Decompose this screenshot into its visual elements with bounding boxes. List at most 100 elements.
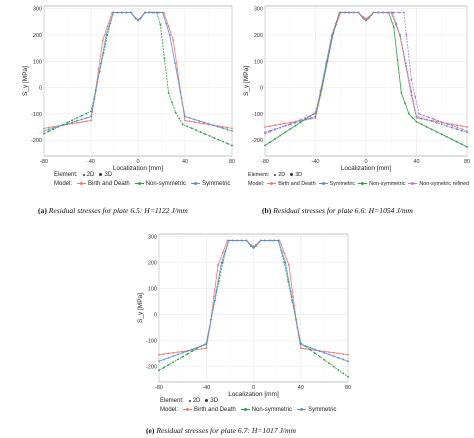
chart-a-data-point-birth-and-death bbox=[97, 68, 100, 71]
legend-e-element-3d: 3D bbox=[205, 398, 218, 404]
chart-b-data-point-non-symmetric bbox=[392, 26, 395, 28]
chart-a-data-point-non-symmetric bbox=[178, 117, 181, 120]
legend-a: Element: 2D 3D Model: Birth and Death No… bbox=[54, 170, 230, 188]
chart-b-data-point-non-symetric-refined bbox=[414, 95, 417, 98]
chart-b-y-tick-label: 300 bbox=[254, 7, 263, 13]
chart-b-data-point-non-symmetric bbox=[456, 140, 458, 143]
chart-b-data-point-non-symmetric bbox=[440, 133, 443, 136]
chart-a-data-point-birth-and-death bbox=[71, 122, 74, 125]
chart-b-y-tick-label: -200 bbox=[252, 138, 263, 144]
legend-a-model-non-symmetric: Non-symmetric bbox=[134, 181, 186, 187]
chart-a-data-point-birth-and-death bbox=[226, 126, 229, 129]
chart-a-data-point-non-symmetric bbox=[222, 140, 224, 143]
legend-b-model-symmetric: Symmetric bbox=[318, 181, 355, 187]
chart-a-data-point-non-symmetric bbox=[159, 23, 162, 26]
chart-b-data-point-non-symetric-refined bbox=[405, 34, 408, 36]
chart-a-data-point-symmetric bbox=[90, 115, 92, 118]
chart-a-data-point-symmetric bbox=[137, 19, 139, 22]
chart-b-data-point-symmetric bbox=[466, 131, 468, 134]
chart-a-data-point-non-symmetric bbox=[43, 132, 45, 135]
chart-e-data-point-symmetric bbox=[162, 358, 165, 361]
legend-b-element-2d-label: 2D bbox=[278, 171, 286, 178]
chart-b-data-point-non-symmetric bbox=[274, 137, 276, 140]
legend-b-model-non-symmetric: Non-symmetric bbox=[358, 181, 405, 187]
chart-a-data-point-symmetric bbox=[174, 62, 176, 65]
blue-line-swatch-icon bbox=[318, 182, 328, 185]
chart-e-data-point-birth-and-death bbox=[200, 347, 203, 350]
legend-a-model-birth-and-death-label: Birth and Death bbox=[88, 180, 130, 187]
blue-line-swatch-icon bbox=[191, 182, 201, 185]
chart-b-data-point-symmetric bbox=[461, 129, 463, 132]
chart-e-data-point-symmetric bbox=[314, 348, 316, 351]
chart-b-y-tick-label: 100 bbox=[254, 59, 263, 65]
chart-e-data-point-symmetric bbox=[254, 245, 257, 247]
chart-a-data-point-symmetric bbox=[76, 119, 78, 122]
chart-e-data-point-symmetric bbox=[200, 345, 203, 347]
chart-a-data-point-non-symmetric bbox=[163, 57, 166, 60]
chart-b-data-point-symmetric bbox=[425, 118, 428, 121]
chart-b-data-point-birth-and-death bbox=[435, 120, 438, 123]
chart-b-data-point-non-symmetric bbox=[400, 91, 403, 94]
chart-b-data-point-symmetric bbox=[430, 120, 433, 123]
chart-a-data-point-symmetric bbox=[66, 122, 69, 125]
chart-b-data-point-non-symetric-refined bbox=[334, 22, 337, 25]
chart-a-data-point-symmetric bbox=[148, 11, 151, 14]
chart-e-data-point-non-symmetric bbox=[172, 361, 175, 364]
chart-a-data-point-symmetric bbox=[116, 11, 119, 14]
chart-e-x-tick-label: 0 bbox=[252, 385, 255, 391]
legend-e-model-title: Model: bbox=[160, 406, 179, 413]
small-dot-icon bbox=[82, 173, 85, 176]
chart-b-data-point-symmetric bbox=[440, 123, 443, 126]
chart-b-data-point-non-symetric-refined bbox=[289, 122, 292, 125]
green-line-swatch-icon bbox=[240, 408, 250, 411]
chart-e-data-point-birth-and-death bbox=[172, 351, 175, 354]
chart-b-y-tick-label: 0 bbox=[260, 86, 263, 92]
chart-e-data-point-symmetric bbox=[328, 353, 330, 356]
chart-b-y-axis-label: S_y [MPa] bbox=[243, 66, 250, 96]
chart-b-data-point-non-symetric-refined bbox=[451, 124, 454, 127]
chart-b-data-point-non-symetric-refined bbox=[372, 11, 375, 14]
legend-b-model-non-symmetric-label: Non-symmetric bbox=[369, 180, 406, 187]
chart-e-data-point-symmetric bbox=[252, 246, 255, 249]
chart-a-x-tick-label: 0 bbox=[136, 159, 139, 165]
chart-e-data-point-symmetric bbox=[191, 348, 193, 351]
chart-b-data-point-non-symetric-refined bbox=[309, 114, 312, 117]
chart-b-data-point-non-symetric-refined bbox=[274, 128, 276, 131]
chart-a-data-point-symmetric bbox=[52, 127, 55, 130]
chart-b-data-point-birth-and-death bbox=[461, 125, 463, 128]
legend-b-model-non-symetric-refined: Non-symetric refined bbox=[408, 181, 469, 187]
chart-e-y-tick-label: -100 bbox=[146, 338, 157, 344]
chart-b-data-point-non-symmetric bbox=[430, 128, 433, 131]
chart-a-data-point-birth-and-death bbox=[188, 120, 191, 123]
chart-b-data-point-non-symetric-refined bbox=[432, 118, 435, 120]
chart-a-data-point-symmetric bbox=[202, 121, 205, 124]
chart-e-data-point-non-symmetric bbox=[162, 366, 165, 369]
chart-a-data-point-birth-and-death bbox=[193, 121, 196, 123]
chart-b-data-point-non-symmetric bbox=[408, 112, 410, 115]
chart-b-data-point-non-symmetric bbox=[425, 125, 428, 128]
legend-b-model-row: Model: Birth and Death Symmetric Non-sym… bbox=[248, 179, 469, 188]
chart-a-data-point-symmetric bbox=[179, 90, 182, 93]
chart-b-data-point-non-symetric-refined bbox=[392, 11, 395, 14]
large-dot-icon bbox=[290, 173, 294, 176]
chart-b-data-point-non-symmetric bbox=[304, 118, 307, 121]
chart-a-data-point-symmetric bbox=[217, 125, 219, 128]
caption-e-letter: (e) bbox=[146, 426, 155, 435]
chart-a-data-point-symmetric bbox=[144, 11, 146, 14]
chart-e-data-point-birth-and-death bbox=[342, 353, 345, 355]
chart-a-y-tick-label: 200 bbox=[33, 33, 42, 39]
chart-e-data-point-symmetric bbox=[250, 245, 253, 247]
chart-b-x-tick-label: 40 bbox=[413, 159, 419, 165]
blue-line-swatch-icon bbox=[297, 408, 307, 411]
chart-a-data-point-birth-and-death bbox=[172, 39, 175, 42]
caption-b-letter: (b) bbox=[262, 206, 272, 215]
chart-e-data-point-symmetric bbox=[224, 250, 227, 253]
chart-a-data-point-non-symmetric bbox=[167, 91, 170, 94]
large-dot-icon bbox=[205, 399, 209, 402]
chart-e-data-point-birth-and-death bbox=[283, 251, 286, 254]
chart-e-data-point-non-symmetric bbox=[191, 350, 193, 353]
chart-b-data-point-symmetric bbox=[435, 121, 438, 124]
chart-b-data-point-non-symetric-refined bbox=[437, 119, 440, 122]
chart-a-x-tick-label: 80 bbox=[229, 159, 235, 165]
chart-b-data-point-non-symetric-refined bbox=[331, 34, 333, 36]
